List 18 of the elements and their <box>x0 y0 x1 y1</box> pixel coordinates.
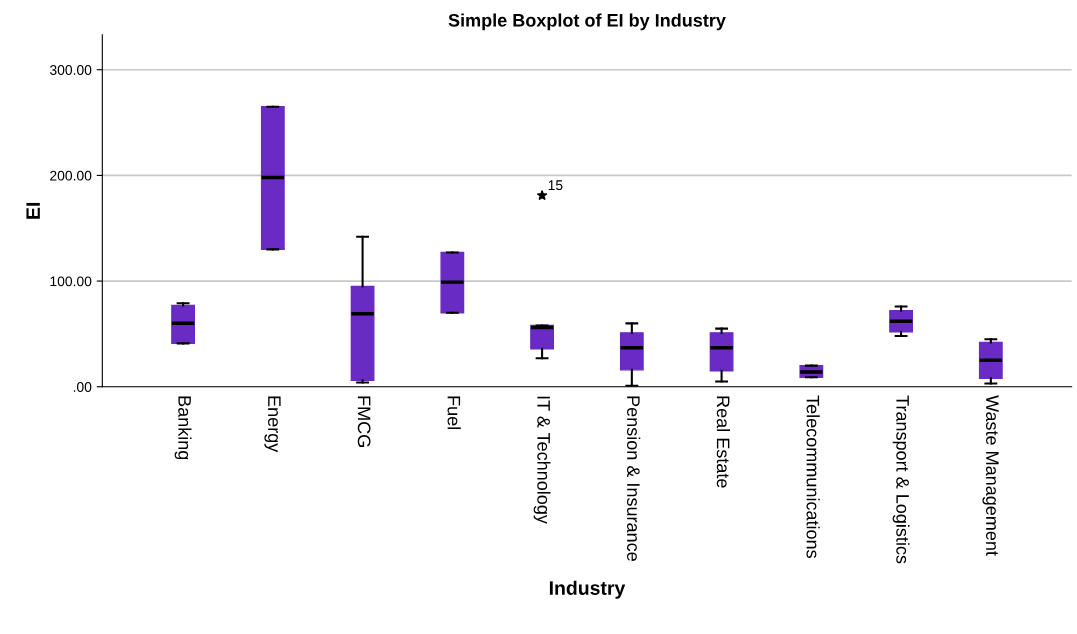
y-tick-label: 200.00 <box>50 170 92 181</box>
x-tick-label: Pension & Insurance <box>626 396 641 561</box>
x-tick-label: Telecommunications <box>806 395 820 558</box>
x-tick-label: Banking <box>174 396 192 460</box>
x-tick-label: IT & Technology <box>533 396 551 524</box>
y-tick-label: 100.00 <box>50 276 92 287</box>
x-tick-label: Energy <box>264 396 281 453</box>
chart-title: Simple Boxplot of EI by Industry <box>448 13 726 31</box>
x-tick-label: Fuel <box>447 396 461 429</box>
y-axis-title: EI <box>26 202 40 219</box>
x-tick-label: Real Estate <box>716 396 731 488</box>
y-tick-label: .00 <box>73 382 92 392</box>
y-tick-label: 300.00 <box>49 65 92 75</box>
x-tick-label: Waste Management <box>982 395 999 556</box>
x-tick-label: Transport & Logistics <box>892 395 910 564</box>
annotation: 15 <box>548 180 563 191</box>
x-tick-label: FMCG <box>357 396 371 447</box>
x-axis-title: Industry <box>549 580 626 599</box>
